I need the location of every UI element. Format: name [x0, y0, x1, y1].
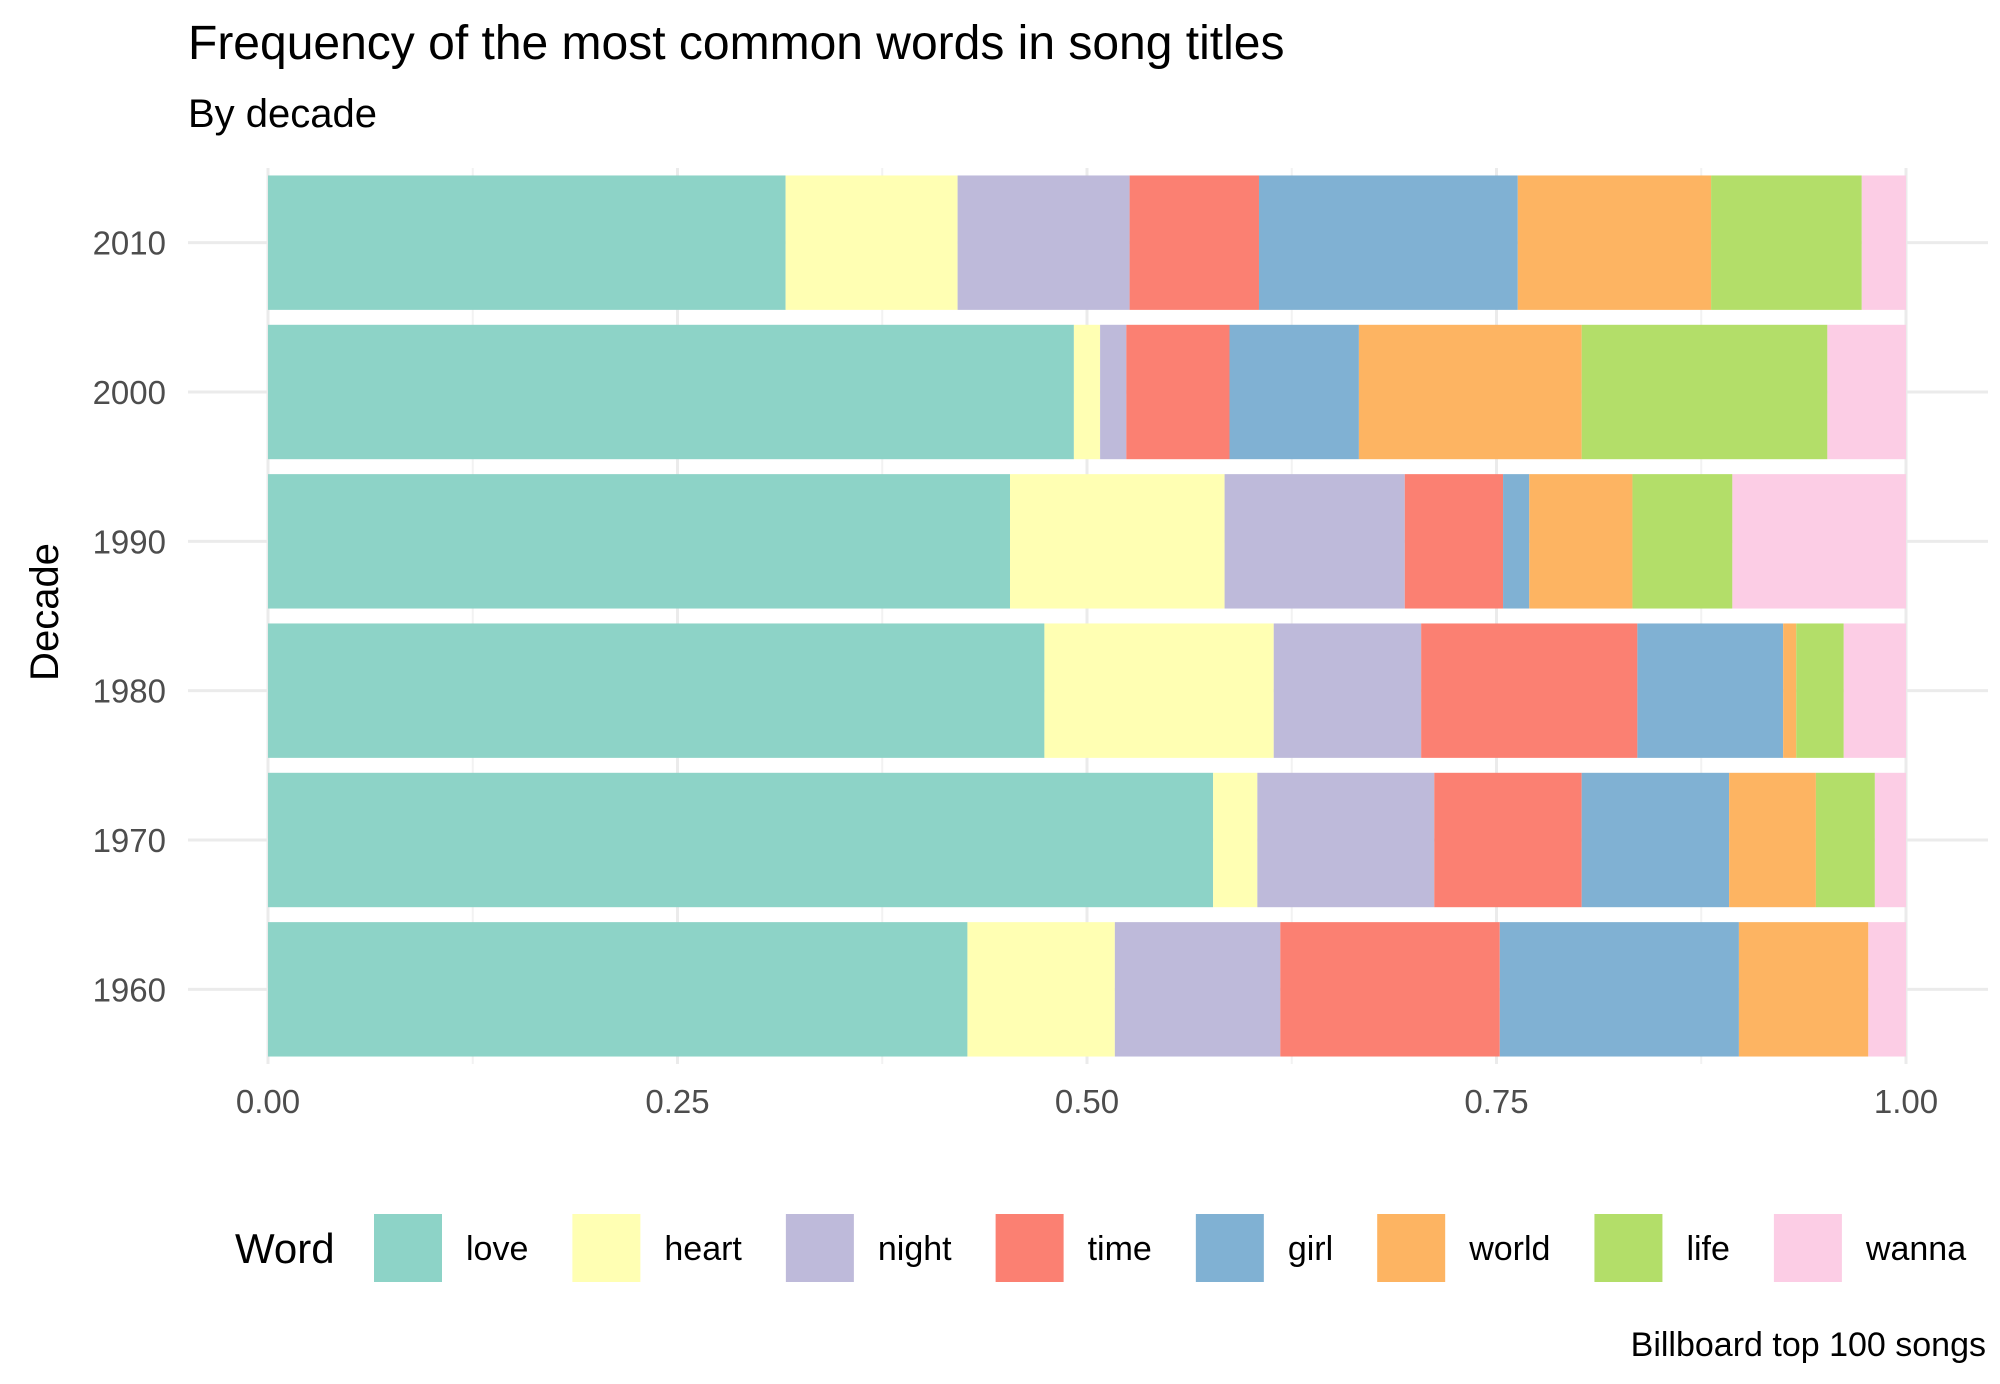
bar-segment-1990-girl — [1503, 474, 1530, 609]
bar-segment-2010-love — [268, 175, 786, 310]
bar-segment-1980-time — [1421, 623, 1638, 758]
bar-segment-1990-love — [268, 474, 1011, 609]
legend-title: Word — [235, 1225, 335, 1272]
bar-segment-2000-wanna — [1827, 324, 1906, 460]
y-axis-title: Decade — [23, 543, 67, 681]
chart-subtitle: By decade — [188, 92, 378, 136]
bar-segment-1960-girl — [1499, 922, 1739, 1057]
chart-title: Frequency of the most common words in so… — [188, 17, 1285, 70]
bar-segment-2010-heart — [785, 175, 958, 310]
bar-segment-2010-wanna — [1861, 175, 1906, 310]
bar-segment-2000-time — [1126, 324, 1230, 460]
bar-segment-1990-world — [1529, 474, 1633, 609]
legend-label-time: time — [1088, 1230, 1152, 1268]
y-tick-label: 2000 — [93, 374, 166, 411]
bar-segment-1970-girl — [1581, 772, 1730, 908]
bar-segment-1990-wanna — [1732, 474, 1906, 609]
bars — [268, 175, 1906, 1057]
y-axis-ticks: 1960 1970 1980 1990 2000 2010 — [93, 225, 166, 1009]
y-tick-label: 1970 — [93, 822, 166, 859]
bar-segment-1990-life — [1632, 474, 1733, 609]
legend-key-time — [995, 1214, 1064, 1282]
bar-segment-2010-girl — [1258, 175, 1518, 310]
bar-segment-1990-time — [1404, 474, 1504, 609]
legend-label-night: night — [878, 1230, 952, 1268]
legend-label-girl: girl — [1288, 1230, 1333, 1268]
legend-label-wanna: wanna — [1865, 1230, 1966, 1268]
legend-key-girl — [1195, 1214, 1264, 1282]
legend: Word love heart night time girl world life wann… — [235, 1214, 1966, 1282]
legend-label-heart: heart — [664, 1230, 742, 1268]
x-tick-label: 0.75 — [1464, 1083, 1528, 1120]
y-tick-label: 1980 — [93, 673, 166, 710]
x-axis-ticks: 0.00 0.25 0.50 0.75 1.00 — [236, 1083, 1938, 1120]
bar-segment-2000-night — [1100, 324, 1127, 460]
legend-key-heart — [572, 1214, 641, 1282]
bar-segment-2000-life — [1581, 324, 1828, 460]
bar-segment-1970-heart — [1213, 772, 1258, 908]
bar-segment-1970-world — [1729, 772, 1816, 908]
bar-segment-2010-life — [1711, 175, 1862, 310]
bar-segment-2010-night — [957, 175, 1130, 310]
bar-segment-2010-world — [1517, 175, 1712, 310]
y-tick-label: 2010 — [93, 225, 166, 262]
bar-segment-2000-girl — [1229, 324, 1359, 460]
bar-segment-1980-love — [268, 623, 1045, 758]
bar-segment-2010-time — [1129, 175, 1259, 310]
x-tick-label: 1.00 — [1874, 1083, 1938, 1120]
x-tick-label: 0.00 — [236, 1083, 300, 1120]
bar-segment-1980-girl — [1637, 623, 1784, 758]
bar-segment-1970-life — [1815, 772, 1875, 908]
legend-label-love: love — [466, 1230, 528, 1268]
bar-segment-1960-love — [268, 922, 968, 1057]
bar-segment-1960-world — [1738, 922, 1869, 1057]
bar-segment-1980-heart — [1044, 623, 1274, 758]
bar-segment-1990-night — [1224, 474, 1405, 609]
legend-key-love — [374, 1214, 442, 1282]
bar-segment-2000-love — [268, 324, 1074, 460]
legend-label-world: world — [1468, 1230, 1550, 1268]
bar-segment-1980-world — [1783, 623, 1797, 758]
bar-segment-1980-wanna — [1843, 623, 1906, 758]
bar-segment-1960-heart — [967, 922, 1115, 1057]
legend-key-world — [1377, 1214, 1446, 1282]
x-tick-label: 0.50 — [1055, 1083, 1119, 1120]
bar-segment-1970-wanna — [1874, 772, 1906, 908]
y-tick-label: 1960 — [93, 971, 166, 1008]
bar-segment-1960-time — [1280, 922, 1500, 1057]
y-tick-label: 1990 — [93, 523, 166, 560]
legend-key-life — [1594, 1214, 1663, 1282]
bar-segment-1970-night — [1257, 772, 1435, 908]
legend-key-wanna — [1773, 1214, 1842, 1282]
legend-key-night — [785, 1214, 854, 1282]
legend-label-life: life — [1686, 1230, 1729, 1268]
bar-segment-1970-time — [1434, 772, 1582, 908]
bar-segment-1960-wanna — [1868, 922, 1906, 1057]
bar-segment-1980-life — [1796, 623, 1844, 758]
chart-caption: Billboard top 100 songs — [1630, 1326, 1986, 1364]
bar-segment-2000-world — [1358, 324, 1582, 460]
bar-segment-1990-heart — [1010, 474, 1225, 609]
x-tick-label: 0.25 — [645, 1083, 709, 1120]
bar-segment-2000-heart — [1073, 324, 1101, 460]
bar-segment-1970-love — [268, 772, 1214, 908]
bar-segment-1960-night — [1114, 922, 1281, 1057]
bar-segment-1980-night — [1273, 623, 1422, 758]
